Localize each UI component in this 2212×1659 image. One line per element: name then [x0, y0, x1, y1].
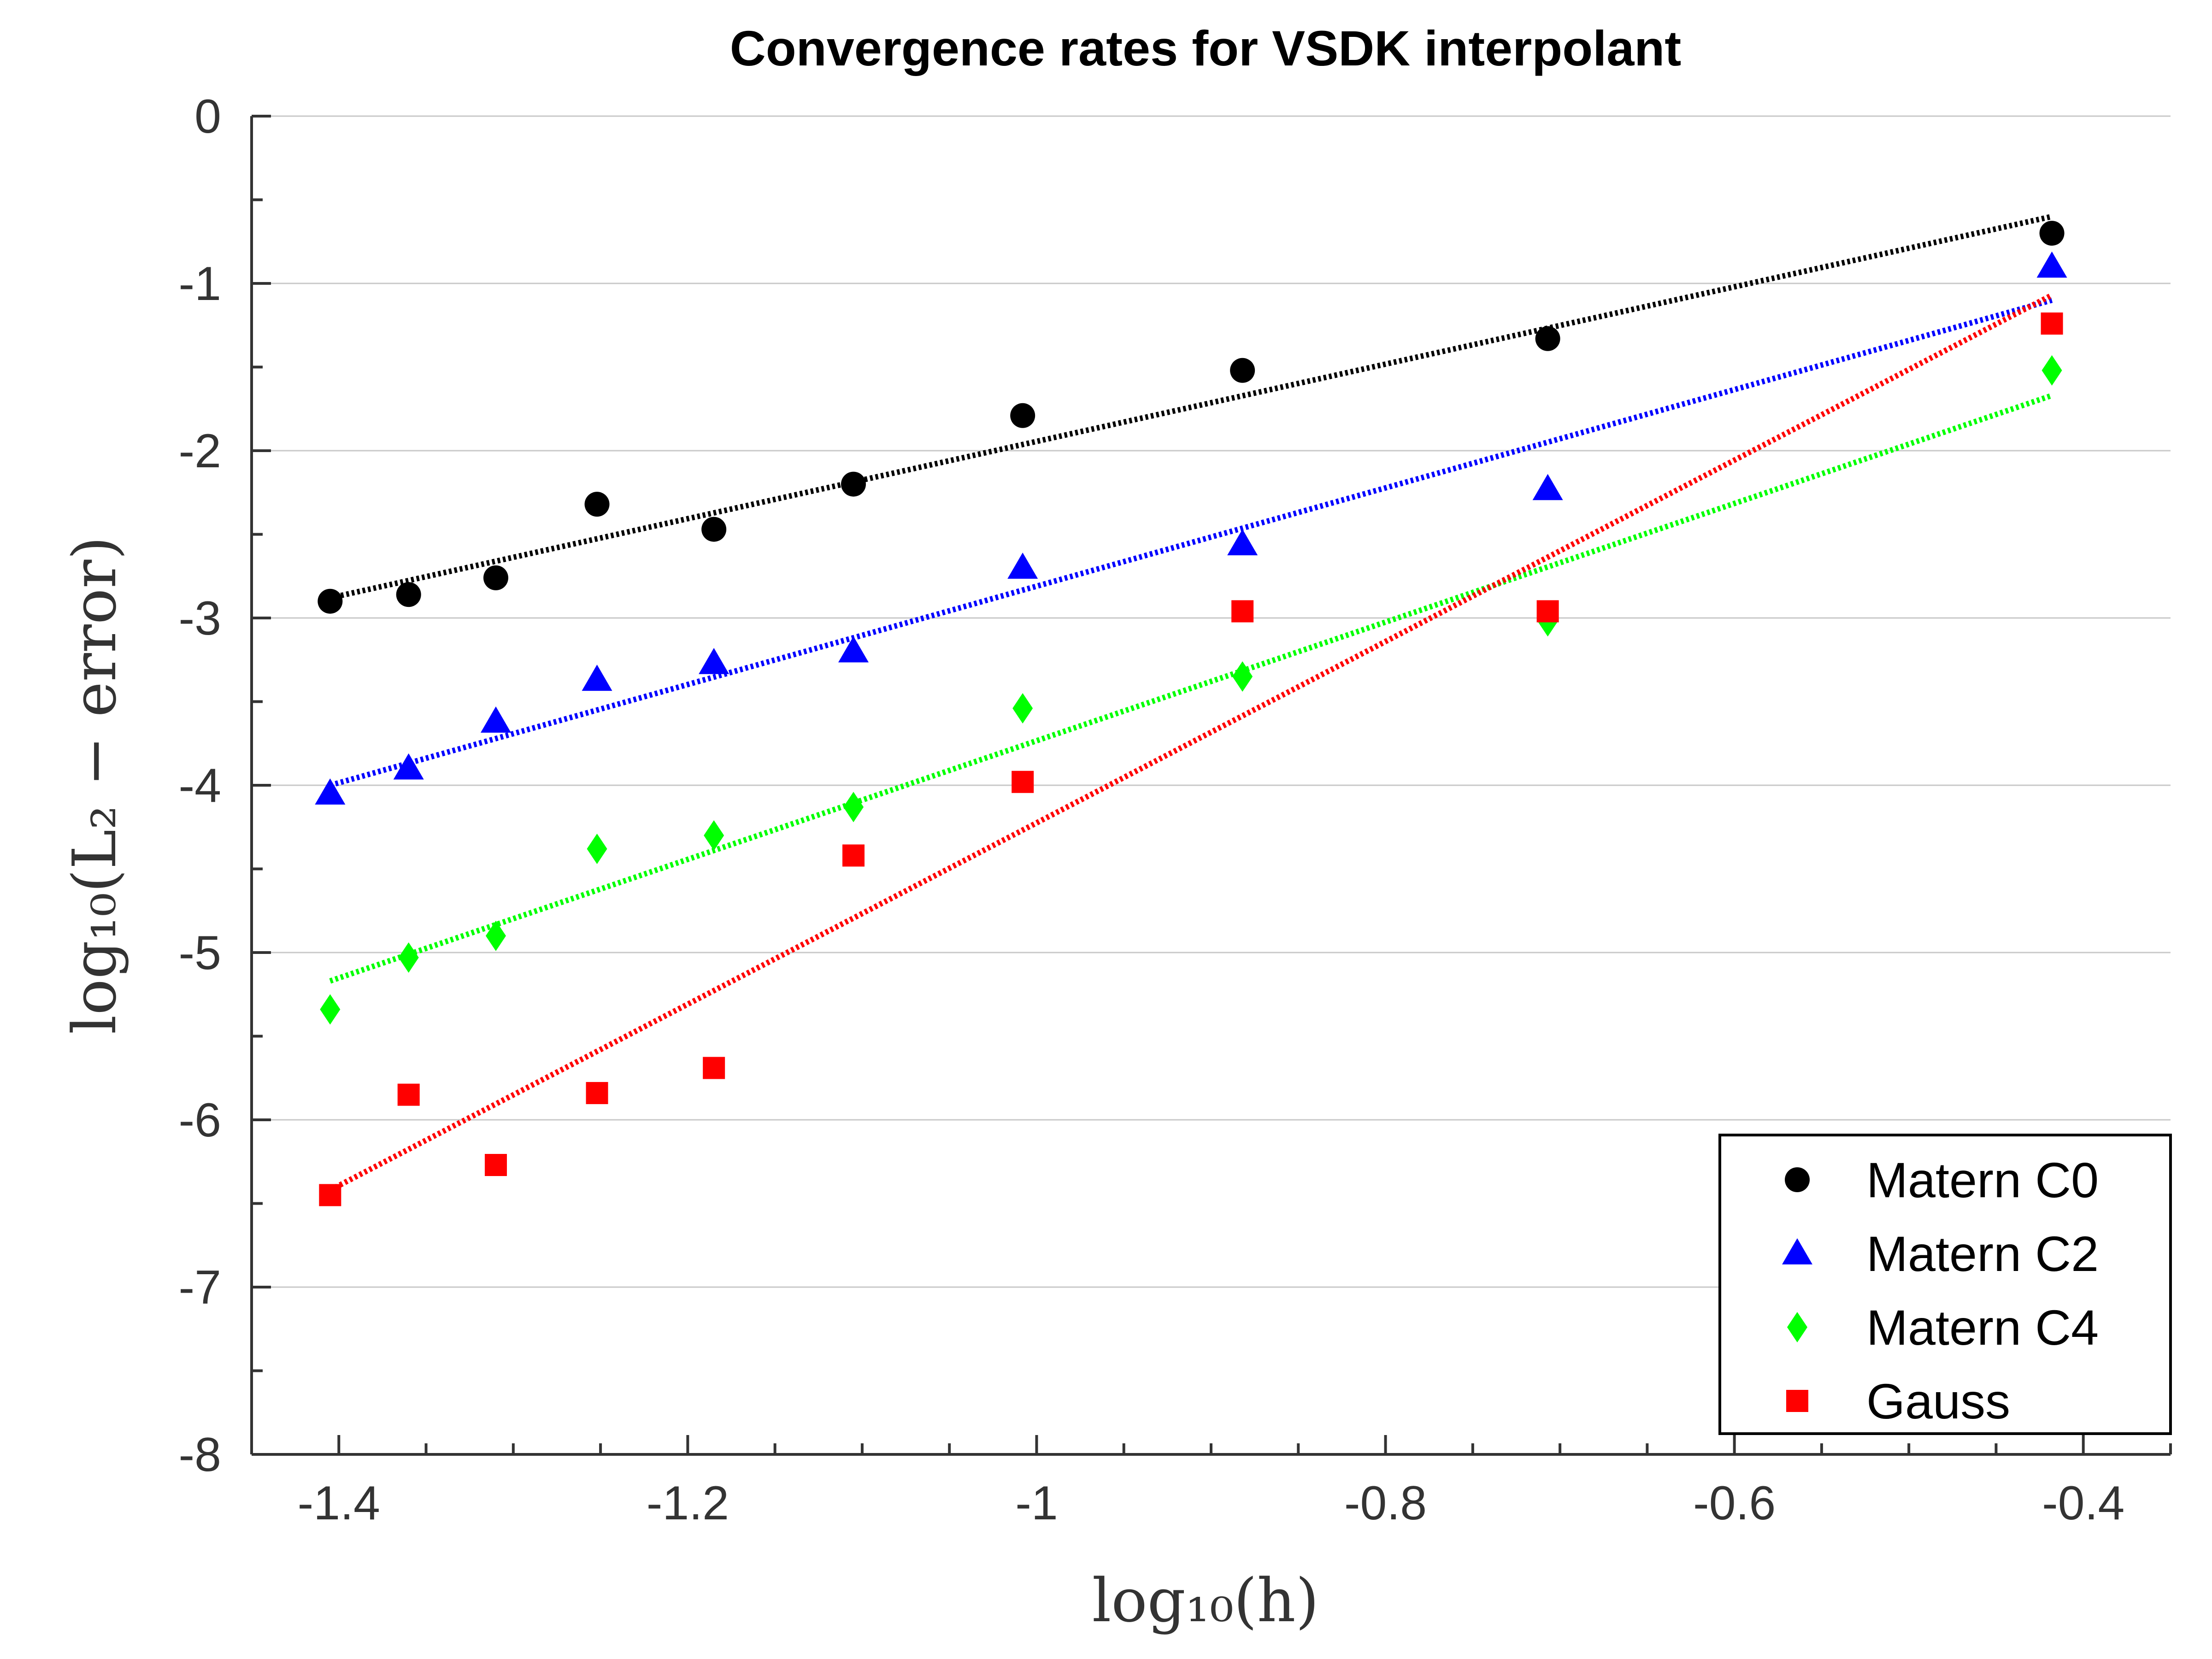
matern-c0-point — [841, 471, 866, 497]
matern-c0-point — [396, 582, 421, 607]
matern-c0-point — [1535, 326, 1560, 351]
y-tick-label: -6 — [179, 1094, 221, 1147]
matern-c2-legend-marker — [1782, 1238, 1812, 1265]
matern-c0-point — [584, 492, 610, 517]
gauss-legend-marker — [1786, 1390, 1808, 1412]
matern-c2-point — [1532, 474, 1563, 500]
matern-c4-point — [2041, 355, 2062, 386]
grid-layer — [252, 115, 2171, 1288]
y-tick-label: -3 — [179, 592, 221, 645]
gauss-point — [1536, 600, 1559, 623]
matern-c0-legend-marker — [1785, 1167, 1810, 1192]
data-markers — [315, 221, 2067, 1206]
y-axis-label: log₁₀(L₂ − error) — [59, 536, 129, 1034]
matern-c2-point — [315, 778, 346, 805]
y-tick-label: -7 — [179, 1261, 221, 1314]
gauss-point — [703, 1057, 725, 1079]
x-tick-label: -0.4 — [2042, 1477, 2124, 1530]
matern-c2-point — [1007, 553, 1038, 579]
y-tick-label: -4 — [179, 759, 221, 812]
matern-c0-point — [1010, 403, 1035, 428]
gauss-point — [1231, 600, 1254, 623]
matern-c2-point — [1227, 529, 1258, 556]
fit-lines — [329, 213, 2053, 1193]
legend: Matern C0 Matern C2 Matern C4 Gauss — [1718, 1134, 2172, 1435]
matern-c4-point — [587, 833, 607, 864]
matern-c2-point — [582, 665, 612, 691]
matern-c2-point — [393, 753, 424, 780]
y-tick-label: 0 — [194, 90, 221, 143]
matern-c0-point — [1230, 358, 1255, 383]
matern-c2-legend-label: Matern C2 — [1866, 1226, 2099, 1282]
gauss-point — [484, 1154, 507, 1177]
matern-c0-point — [318, 588, 343, 614]
gauss-point — [2041, 312, 2063, 335]
y-tick-label: -2 — [179, 424, 221, 478]
y-tick-label: -1 — [179, 257, 221, 311]
gauss-point — [842, 844, 865, 867]
x-tick-label: -1.4 — [298, 1477, 380, 1530]
x-tick-label: -1 — [1015, 1477, 1058, 1530]
matern-c4-point — [1012, 693, 1033, 724]
matern-c4-point — [485, 920, 506, 951]
matern-c4-legend-label: Matern C4 — [1866, 1300, 2099, 1355]
matern-c4-point — [320, 994, 341, 1025]
gauss-point — [1012, 771, 1034, 793]
y-tick-label: -5 — [179, 926, 221, 980]
matern-c0-point — [483, 565, 508, 590]
x-tick-label: -1.2 — [647, 1477, 729, 1530]
gauss-fit-line — [329, 293, 2053, 1193]
ticks: 0 -1 -2 -3 -4 -5 -6 -7 -8 -1.4 -1.2 -1 -0.8 -0.6 -0.4 — [179, 90, 2172, 1530]
matern-c4-legend-marker — [1787, 1312, 1807, 1342]
matern-c4-point — [704, 820, 724, 851]
gauss-point — [319, 1184, 341, 1206]
matern-c0-legend-label: Matern C0 — [1866, 1152, 2099, 1208]
matern-c4-point — [398, 942, 419, 973]
matern-c0-point — [701, 517, 727, 542]
matern-c2-point — [2036, 251, 2067, 278]
matern-c0-fit-line — [329, 213, 2053, 601]
gauss-point — [586, 1082, 608, 1104]
matern-c4-point — [843, 792, 864, 823]
x-tick-label: -0.6 — [1693, 1477, 1776, 1530]
gauss-legend-label: Gauss — [1866, 1373, 2010, 1429]
matern-c2-point — [699, 648, 729, 674]
matern-c2-point — [480, 706, 511, 733]
matern-c4-fit-line — [329, 393, 2053, 984]
y-tick-label: -8 — [179, 1428, 221, 1482]
matern-c0-point — [2039, 221, 2065, 246]
matern-c4-point — [1232, 661, 1253, 692]
chart-title: Convergence rates for VSDK interpolant — [730, 20, 1681, 76]
x-tick-label: -0.8 — [1344, 1477, 1427, 1530]
x-axis-label: log₁₀(h) — [1092, 1565, 1319, 1635]
gauss-point — [397, 1083, 420, 1106]
matern-c2-point — [838, 636, 869, 663]
